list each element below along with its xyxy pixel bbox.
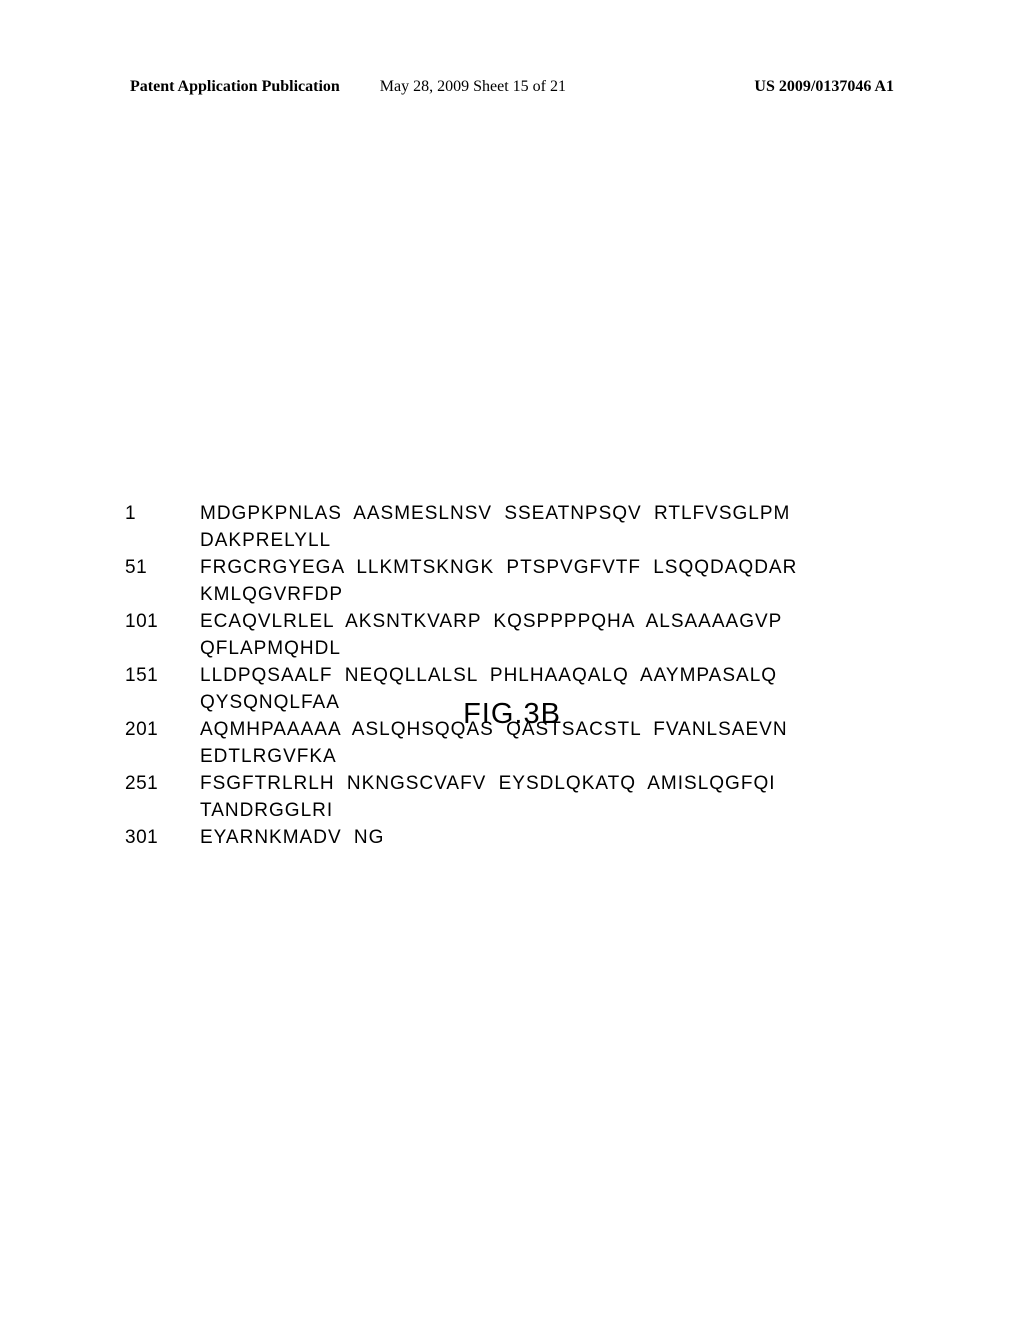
figure-label: FIG.3B xyxy=(0,698,1024,731)
sequence-residues: EYARNKMADV NG xyxy=(200,824,904,851)
header-publication-type: Patent Application Publication xyxy=(130,78,340,96)
sequence-row: 301 EYARNKMADV NG xyxy=(120,824,904,851)
header-publication-number: US 2009/0137046 A1 xyxy=(754,78,894,96)
sequence-residues: MDGPKPNLAS AASMESLNSV SSEATNPSQV RTLFVSG… xyxy=(200,500,904,554)
sequence-position: 251 xyxy=(120,770,200,824)
sequence-position: 301 xyxy=(120,824,200,851)
page: Patent Application Publication May 28, 2… xyxy=(0,0,1024,1320)
sequence-residues: ECAQVLRLEL AKSNTKVARP KQSPPPPQHA ALSAAAA… xyxy=(200,608,904,662)
page-header: Patent Application Publication May 28, 2… xyxy=(130,78,894,96)
sequence-row: 1 MDGPKPNLAS AASMESLNSV SSEATNPSQV RTLFV… xyxy=(120,500,904,554)
sequence-residues: FSGFTRLRLH NKNGSCVAFV EYSDLQKATQ AMISLQG… xyxy=(200,770,904,824)
protein-sequence-block: 1 MDGPKPNLAS AASMESLNSV SSEATNPSQV RTLFV… xyxy=(120,500,904,851)
sequence-position: 101 xyxy=(120,608,200,662)
sequence-row: 51 FRGCRGYEGA LLKMTSKNGK PTSPVGFVTF LSQQ… xyxy=(120,554,904,608)
sequence-residues: FRGCRGYEGA LLKMTSKNGK PTSPVGFVTF LSQQDAQ… xyxy=(200,554,904,608)
header-date-sheet: May 28, 2009 Sheet 15 of 21 xyxy=(380,78,566,96)
sequence-position: 1 xyxy=(120,500,200,554)
sequence-row: 251 FSGFTRLRLH NKNGSCVAFV EYSDLQKATQ AMI… xyxy=(120,770,904,824)
sequence-row: 101 ECAQVLRLEL AKSNTKVARP KQSPPPPQHA ALS… xyxy=(120,608,904,662)
sequence-position: 51 xyxy=(120,554,200,608)
